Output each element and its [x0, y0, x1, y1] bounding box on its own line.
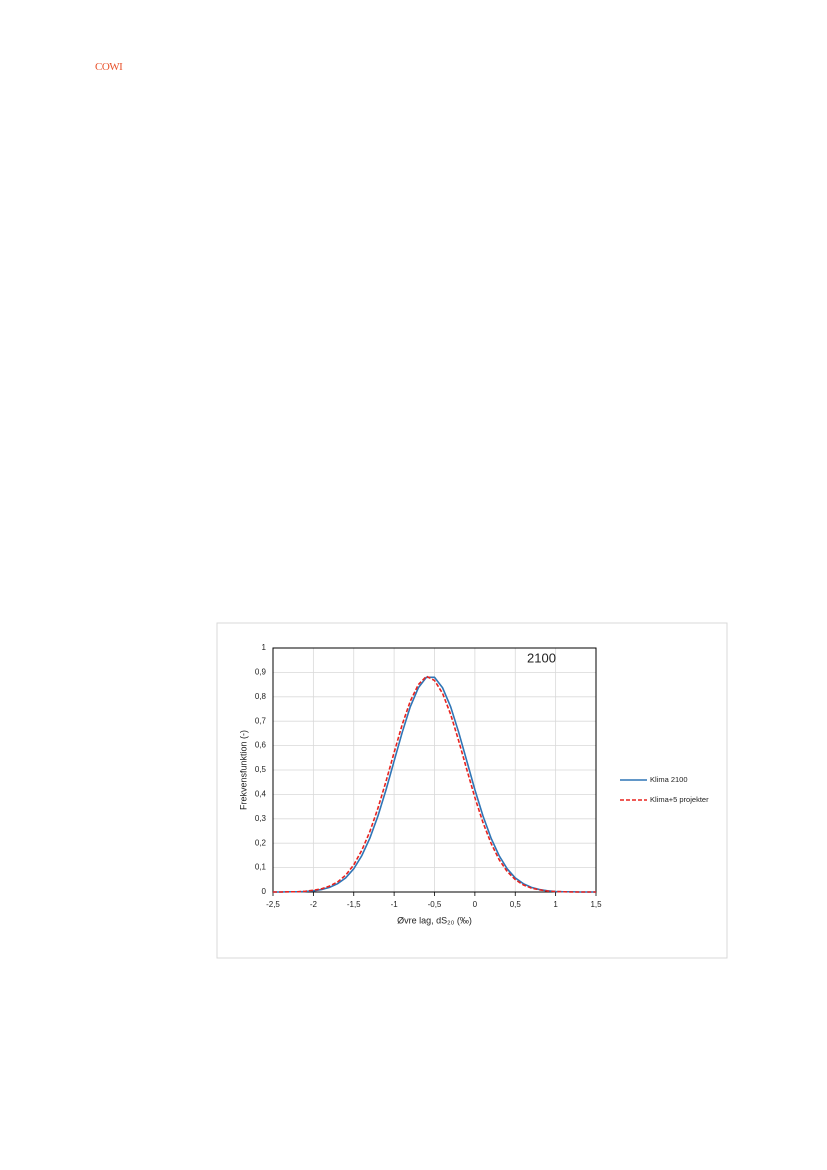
- y-axis-label: Frekvensfunktion (-): [238, 730, 248, 810]
- y-tick-label: 0,4: [255, 790, 267, 799]
- x-tick-label: 0,5: [510, 900, 522, 909]
- legend-label: Klima+5 projekter: [650, 795, 709, 804]
- x-tick-label: -2: [310, 900, 318, 909]
- x-tick-label: -1: [391, 900, 399, 909]
- y-tick-label: 0,2: [255, 838, 267, 847]
- x-tick-label: -0,5: [428, 900, 442, 909]
- y-tick-label: 0,1: [255, 863, 267, 872]
- x-tick-label: 0: [473, 900, 478, 909]
- annotation: 2100: [527, 650, 556, 665]
- chart-frame: [216, 622, 728, 959]
- y-tick-label: 0,8: [255, 692, 267, 701]
- logo: COWI: [95, 61, 123, 73]
- y-tick-label: 0,9: [255, 668, 267, 677]
- plot-border: [272, 647, 597, 893]
- x-axis-label: Øvre lag, dS₂₀ (‰): [397, 915, 472, 925]
- y-tick-label: 1: [262, 643, 267, 652]
- x-tick-label: -1,5: [347, 900, 361, 909]
- y-tick-label: 0,6: [255, 741, 267, 750]
- y-tick-label: 0,5: [255, 765, 267, 774]
- data-line: [273, 675, 596, 893]
- y-tick-label: 0: [262, 887, 267, 896]
- y-tick-label: 0,7: [255, 716, 267, 725]
- x-tick-label: -2,5: [266, 900, 280, 909]
- y-tick-label: 0,3: [255, 814, 267, 823]
- x-tick-label: 1: [553, 900, 558, 909]
- x-tick-label: 1,5: [590, 900, 602, 909]
- legend-label: Klima 2100: [650, 775, 688, 784]
